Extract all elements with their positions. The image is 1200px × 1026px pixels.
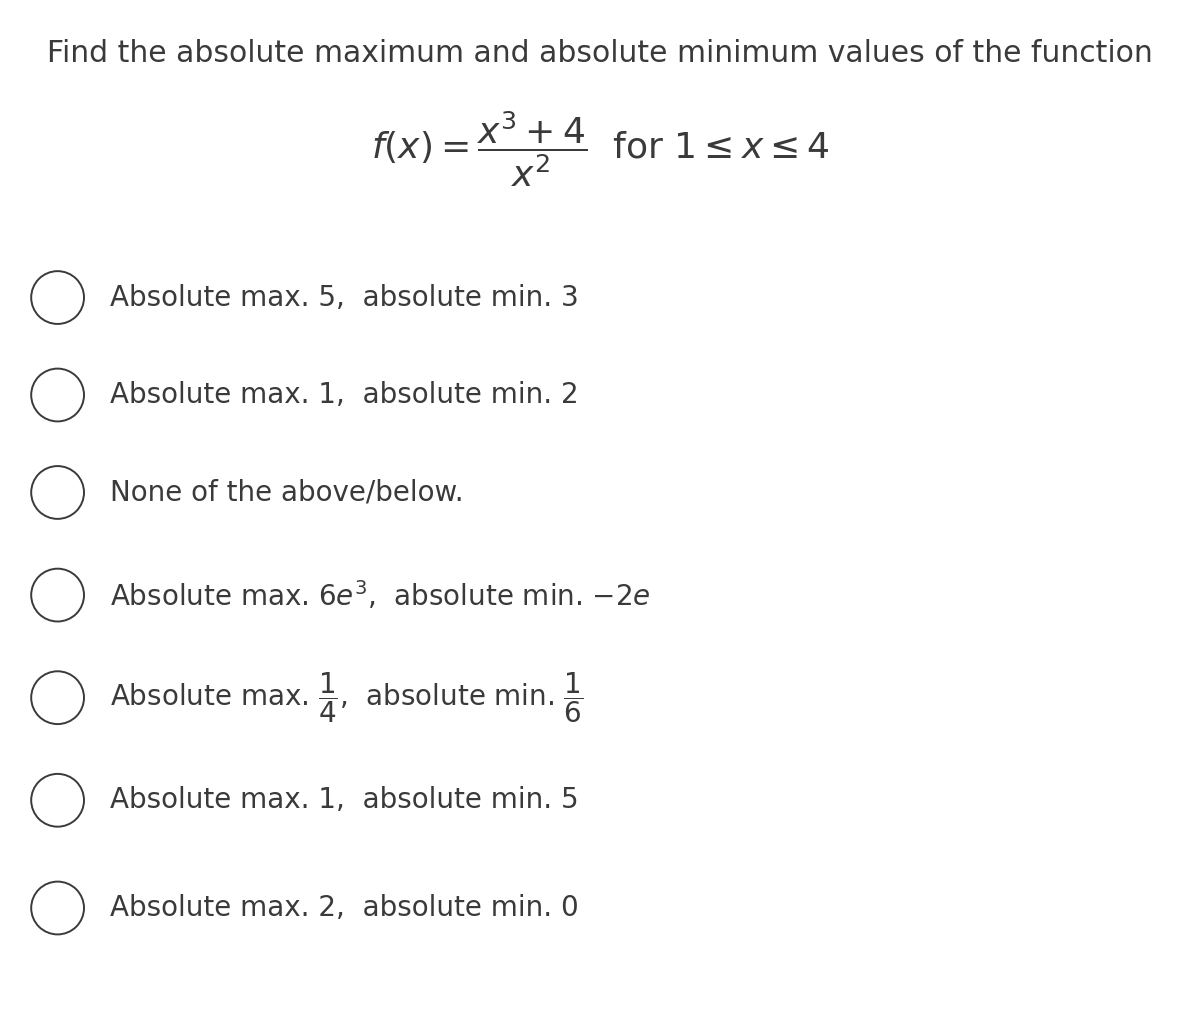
Text: $f(x) = \dfrac{x^3 + 4}{x^2}$  for $1 \leq x \leq 4$: $f(x) = \dfrac{x^3 + 4}{x^2}$ for $1 \le…: [371, 109, 829, 189]
Text: Absolute max. $\dfrac{1}{4}$,  absolute min. $\dfrac{1}{6}$: Absolute max. $\dfrac{1}{4}$, absolute m…: [110, 670, 584, 725]
Text: Absolute max. 2,  absolute min. 0: Absolute max. 2, absolute min. 0: [110, 894, 580, 922]
Text: Absolute max. $6e^3$,  absolute min. $-2e$: Absolute max. $6e^3$, absolute min. $-2e…: [110, 579, 652, 611]
Text: None of the above/below.: None of the above/below.: [110, 478, 464, 507]
Text: Absolute max. 1,  absolute min. 5: Absolute max. 1, absolute min. 5: [110, 786, 580, 815]
Text: Absolute max. 5,  absolute min. 3: Absolute max. 5, absolute min. 3: [110, 283, 580, 312]
Text: Absolute max. 1,  absolute min. 2: Absolute max. 1, absolute min. 2: [110, 381, 580, 409]
Text: Find the absolute maximum and absolute minimum values of the function: Find the absolute maximum and absolute m…: [47, 39, 1153, 68]
